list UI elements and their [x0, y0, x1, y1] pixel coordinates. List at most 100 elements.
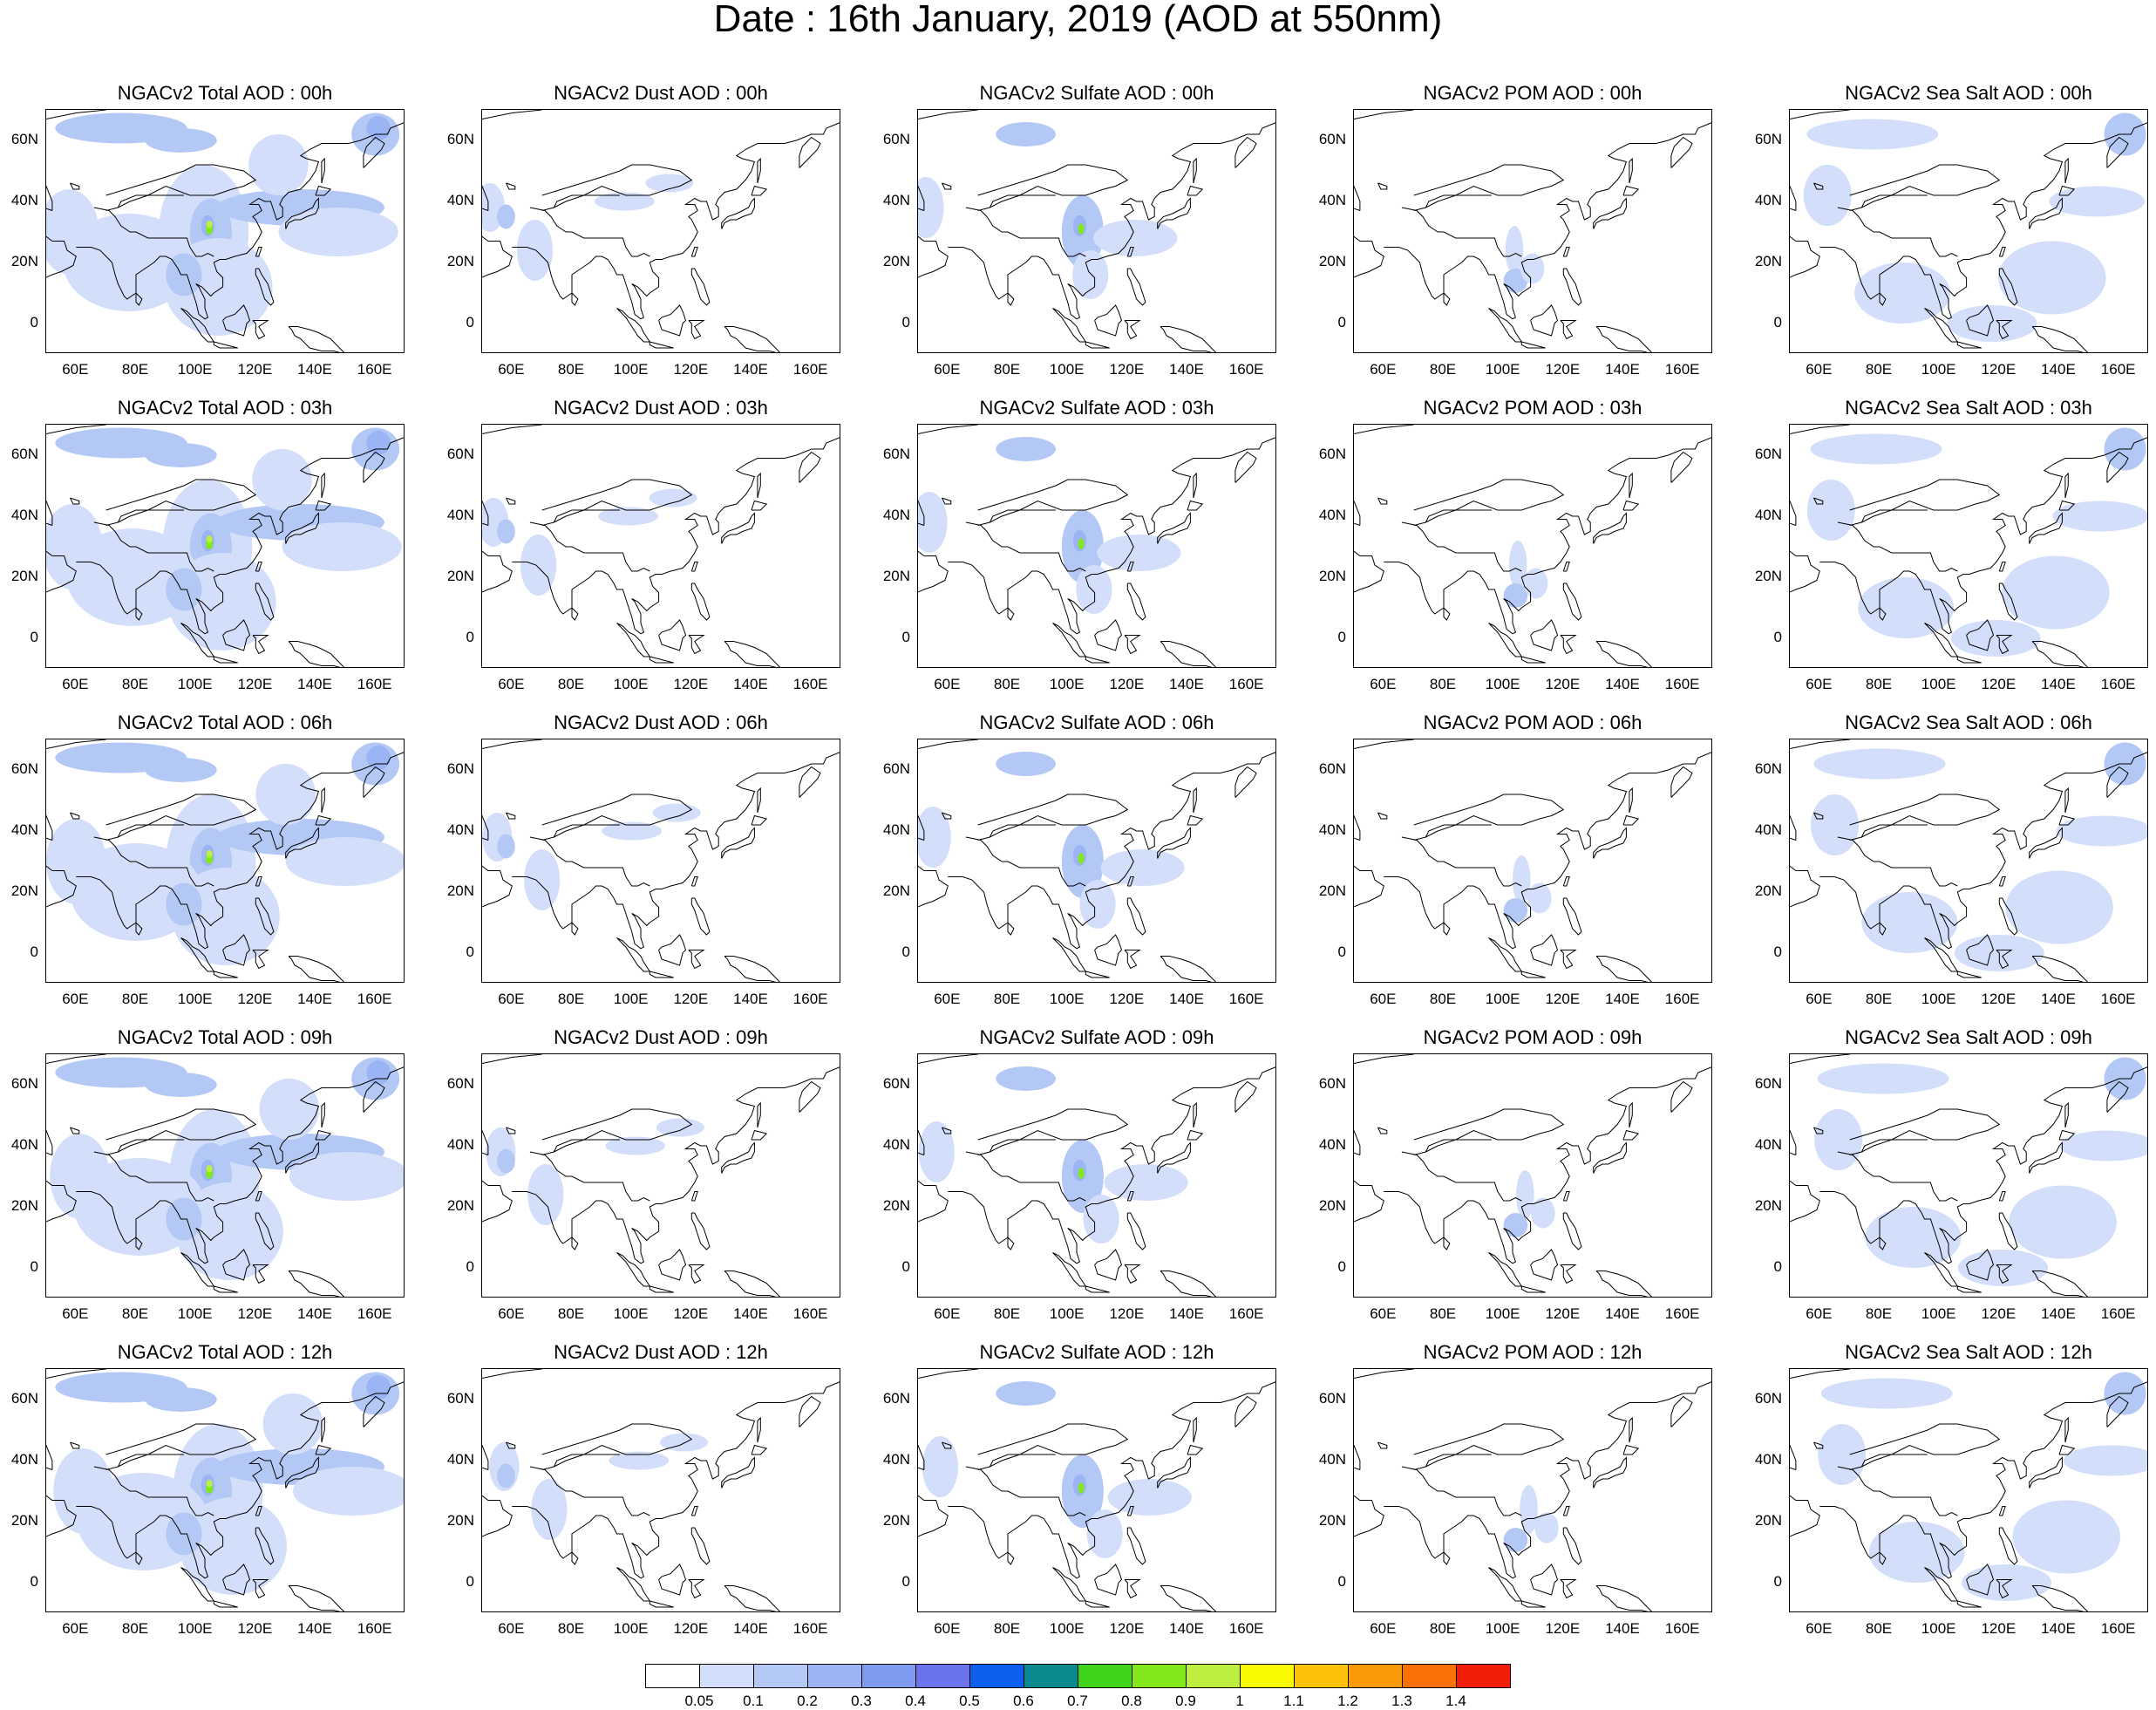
coastline [616, 1252, 651, 1287]
lon-tick-label: 100E [1485, 991, 1520, 1007]
coastline [321, 1101, 325, 1128]
aod-plume [918, 1121, 955, 1182]
lat-tick-label: 20N [446, 882, 474, 899]
coastline [1401, 521, 1522, 572]
coastline [1377, 182, 1388, 190]
panel-title: NGACv2 Sulfate AOD : 12h [979, 1341, 1214, 1363]
colorbar-swatch [1348, 1664, 1403, 1688]
coastline [363, 1395, 385, 1427]
lon-tick-label: 140E [1169, 1620, 1204, 1637]
coastline [1562, 876, 1570, 887]
coastline [1193, 157, 1197, 184]
coastline [1593, 1456, 1627, 1489]
coastline [222, 1564, 251, 1596]
coastline [1157, 1456, 1191, 1489]
lon-tick-label: 100E [1921, 991, 1956, 1007]
lon-tick-label: 80E [993, 361, 1021, 378]
coastline [948, 122, 1275, 320]
lon-tick-label: 100E [613, 1620, 649, 1637]
coastline [255, 247, 262, 257]
coastline [757, 1416, 761, 1443]
aod-plume [1810, 433, 1942, 465]
coastline [252, 950, 269, 970]
coastline [180, 623, 215, 657]
coastline [1354, 235, 1384, 278]
lon-tick-label: 60E [934, 676, 961, 692]
coastline [1234, 451, 1257, 483]
coastline [724, 1585, 781, 1611]
coastline [1443, 1237, 1451, 1250]
panel-title: NGACv2 Sulfate AOD : 06h [979, 712, 1214, 733]
coastline [1998, 1506, 2006, 1516]
coastline [363, 136, 385, 168]
aod-plume [145, 758, 217, 782]
aod-plume [1078, 1168, 1085, 1179]
lon-tick-label: 140E [733, 1620, 768, 1637]
lon-tick-label: 80E [993, 1620, 1021, 1637]
lat-tick-label: 40N [1754, 192, 1782, 208]
lat-tick-label: 40N [446, 1136, 474, 1153]
lat-tick-label: 0 [466, 1258, 474, 1275]
coastline [989, 1139, 1056, 1153]
colorbar-label: 1.4 [1445, 1693, 1466, 1709]
map-frame [481, 424, 840, 668]
coastline [1790, 1445, 1797, 1470]
coastline [1998, 247, 2006, 257]
lat-tick-label: 60N [1318, 760, 1346, 777]
colorbar-label: 0.6 [1013, 1693, 1034, 1709]
coastline [363, 1080, 385, 1113]
coastline [751, 500, 768, 511]
lat-tick-label: 60N [1318, 446, 1346, 462]
lon-tick-label: 160E [792, 1305, 828, 1322]
lon-tick-label: 140E [1605, 361, 1640, 378]
lat-tick-label: 20N [446, 568, 474, 584]
coastline [1160, 326, 1217, 352]
lon-tick-label: 60E [1370, 676, 1397, 692]
aod-plume [595, 192, 655, 211]
aod-plume [1531, 1197, 1555, 1229]
panel-title: NGACv2 Sea Salt AOD : 03h [1845, 397, 2092, 419]
aod-plume [1104, 1164, 1188, 1201]
panel-title: NGACv2 Sulfate AOD : 00h [979, 82, 1214, 104]
aod-plume [1520, 253, 1545, 284]
lat-tick-label: 0 [901, 944, 910, 960]
coastline [1157, 827, 1191, 859]
lat-tick-label: 20N [1754, 882, 1782, 899]
lon-tick-label: 140E [2041, 676, 2076, 692]
lon-tick-label: 140E [2041, 1305, 2076, 1322]
coastline [1413, 479, 1565, 526]
coastline [541, 794, 693, 841]
coastline [1996, 635, 2013, 655]
lon-tick-label: 60E [62, 361, 89, 378]
panel-title: NGACv2 Sea Salt AOD : 06h [1845, 712, 2092, 733]
lon-tick-label: 140E [2041, 991, 2076, 1007]
coastline [2031, 1585, 2089, 1611]
lat-tick-label: 40N [446, 1451, 474, 1468]
coastline [1924, 937, 1959, 972]
coastline [721, 827, 755, 859]
coastline [1562, 268, 1582, 306]
coastline [918, 739, 978, 749]
coastline [1007, 292, 1015, 306]
coastline [1790, 235, 1820, 278]
coastline [1998, 562, 2006, 572]
colorbar-label: 1 [1235, 1693, 1244, 1709]
lon-tick-label: 160E [2100, 1620, 2136, 1637]
lat-tick-label: 0 [901, 1258, 910, 1275]
aod-plume [2049, 186, 2146, 217]
coastline [2064, 157, 2069, 184]
aod-plume [1083, 1195, 1119, 1243]
coastline [616, 623, 651, 657]
lon-tick-label: 100E [613, 361, 649, 378]
coastline [658, 619, 687, 651]
aod-plume [206, 1480, 213, 1488]
aod-plume [918, 177, 944, 238]
lat-tick-label: 20N [882, 253, 910, 269]
colorbar-swatch [861, 1664, 916, 1688]
coastline [46, 1495, 77, 1537]
lat-tick-label: 60N [10, 446, 38, 462]
aod-plume [1997, 241, 2106, 315]
lat-tick-label: 60N [446, 131, 474, 147]
coastline [724, 641, 781, 667]
coastline [1790, 815, 1797, 841]
